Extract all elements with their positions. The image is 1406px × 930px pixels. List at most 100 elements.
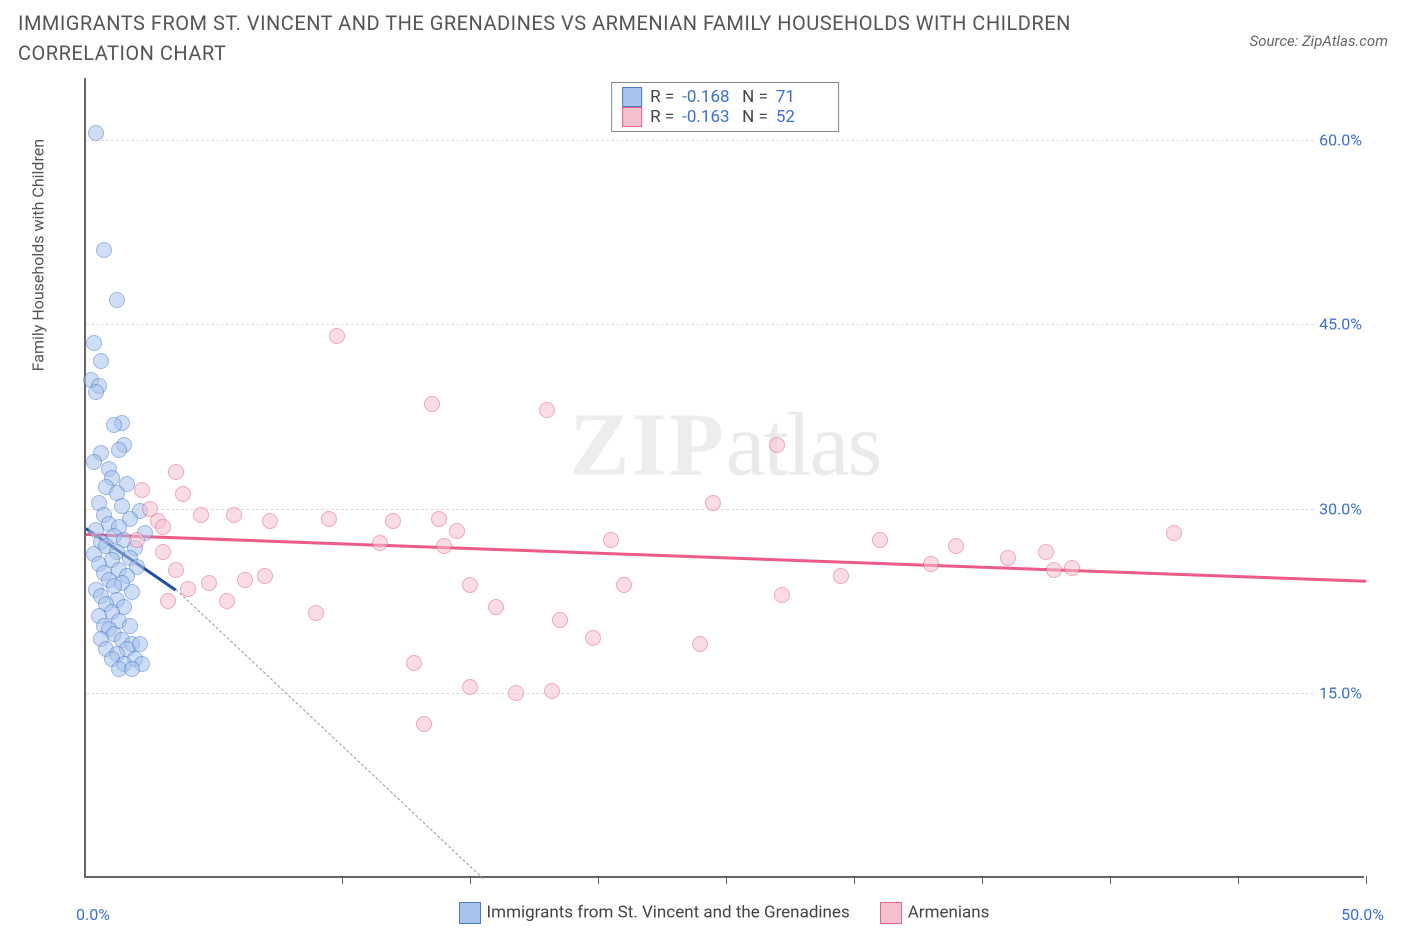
x-tick xyxy=(854,876,855,884)
data-point xyxy=(308,605,324,621)
data-point xyxy=(539,402,555,418)
data-point xyxy=(603,532,619,548)
data-point xyxy=(160,593,176,609)
y-tick-label: 30.0% xyxy=(1315,499,1366,518)
legend-item: Armenians xyxy=(880,902,990,924)
data-point xyxy=(111,442,127,458)
watermark: ZIPatlas xyxy=(570,394,881,497)
stats-row: R = -0.163 N = 52 xyxy=(622,107,828,127)
data-point xyxy=(488,599,504,615)
legend-swatch xyxy=(880,902,902,924)
watermark-right: atlas xyxy=(726,396,881,495)
legend-label: Armenians xyxy=(908,902,990,922)
data-point xyxy=(122,618,138,634)
data-point xyxy=(705,495,721,511)
bottom-legend: Immigrants from St. Vincent and the Gren… xyxy=(84,902,1364,924)
data-point xyxy=(948,538,964,554)
data-point xyxy=(449,523,465,539)
x-tick xyxy=(470,876,471,884)
gridline xyxy=(86,693,1364,694)
data-point xyxy=(769,437,785,453)
legend-swatch xyxy=(622,107,642,127)
chart-title: IMMIGRANTS FROM ST. VINCENT AND THE GREN… xyxy=(18,8,1118,68)
data-point xyxy=(1000,550,1016,566)
data-point xyxy=(134,482,150,498)
n-value: 52 xyxy=(776,107,828,127)
data-point xyxy=(193,507,209,523)
chart-source: Source: ZipAtlas.com xyxy=(1250,8,1388,50)
data-point xyxy=(416,716,432,732)
data-point xyxy=(180,581,196,597)
y-tick-label: 45.0% xyxy=(1315,315,1366,334)
data-point xyxy=(692,636,708,652)
watermark-left: ZIP xyxy=(570,396,726,495)
data-point xyxy=(109,292,125,308)
data-point xyxy=(237,572,253,588)
data-point xyxy=(329,328,345,344)
gridline xyxy=(86,509,1364,510)
y-tick-label: 15.0% xyxy=(1315,684,1366,703)
plot-area: ZIPatlas R =-0.168N =71R =-0.163N =52 15… xyxy=(84,78,1364,878)
n-label: N = xyxy=(742,87,768,107)
legend-item: Immigrants from St. Vincent and the Gren… xyxy=(459,902,850,924)
stats-legend-box: R =-0.168N =71R =-0.163N =52 xyxy=(611,82,839,132)
data-point xyxy=(88,125,104,141)
x-tick xyxy=(982,876,983,884)
data-point xyxy=(923,556,939,572)
data-point xyxy=(124,584,140,600)
data-point xyxy=(544,683,560,699)
data-point xyxy=(88,384,104,400)
stats-row: R =-0.168N =71 xyxy=(622,87,828,107)
data-point xyxy=(86,454,102,470)
data-point xyxy=(385,513,401,529)
data-point xyxy=(406,655,422,671)
data-point xyxy=(552,612,568,628)
legend-swatch xyxy=(622,87,642,107)
data-point xyxy=(1038,544,1054,560)
data-point xyxy=(155,519,171,535)
r-value: -0.163 xyxy=(682,107,734,127)
x-tick xyxy=(598,876,599,884)
n-value: 71 xyxy=(776,87,828,107)
data-point xyxy=(436,538,452,554)
data-point xyxy=(96,242,112,258)
data-point xyxy=(168,562,184,578)
gridline xyxy=(86,140,1364,141)
legend-swatch xyxy=(459,902,481,924)
data-point xyxy=(1046,562,1062,578)
chart-container: Family Households with Children ZIPatlas… xyxy=(48,78,1388,918)
data-point xyxy=(462,577,478,593)
data-point xyxy=(219,593,235,609)
data-point xyxy=(106,417,122,433)
data-point xyxy=(262,513,278,529)
data-point xyxy=(833,568,849,584)
data-point xyxy=(129,532,145,548)
n-label: N = xyxy=(742,107,768,127)
data-point xyxy=(168,464,184,480)
x-tick xyxy=(726,876,727,884)
data-point xyxy=(585,630,601,646)
data-point xyxy=(508,685,524,701)
data-point xyxy=(155,544,171,560)
chart-header: IMMIGRANTS FROM ST. VINCENT AND THE GREN… xyxy=(0,0,1406,68)
data-point xyxy=(431,511,447,527)
r-label: R = xyxy=(650,107,674,127)
data-point xyxy=(86,335,102,351)
x-tick xyxy=(1238,876,1239,884)
x-tick xyxy=(1110,876,1111,884)
data-point xyxy=(774,587,790,603)
x-tick xyxy=(1366,876,1367,884)
data-point xyxy=(321,511,337,527)
data-point xyxy=(93,353,109,369)
x-tick xyxy=(342,876,343,884)
trend-extension xyxy=(175,589,483,879)
data-point xyxy=(175,486,191,502)
y-tick-label: 60.0% xyxy=(1315,130,1366,149)
r-label: R = xyxy=(650,87,674,107)
data-point xyxy=(424,396,440,412)
data-point xyxy=(1064,560,1080,576)
data-point xyxy=(226,507,242,523)
gridline xyxy=(86,324,1364,325)
data-point xyxy=(124,661,140,677)
data-point xyxy=(462,679,478,695)
